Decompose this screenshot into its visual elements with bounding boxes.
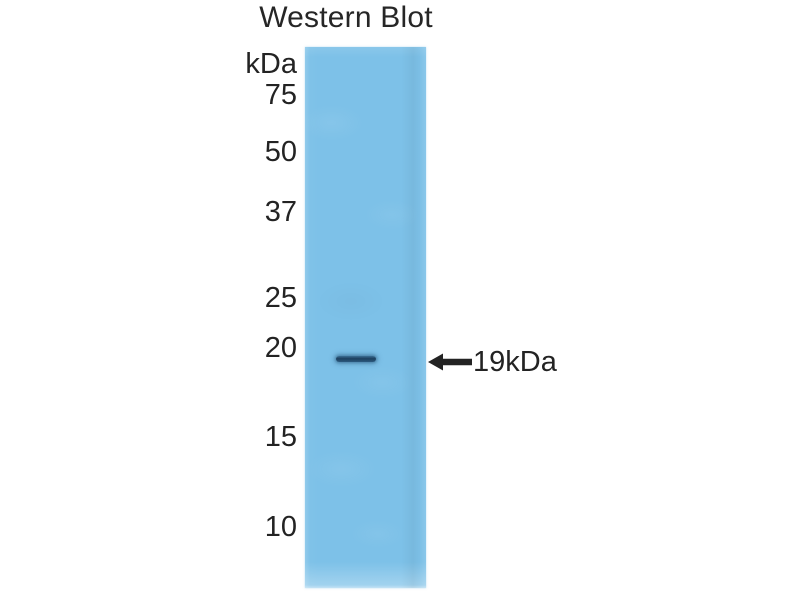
ladder-marker-20: 20 xyxy=(264,332,297,364)
ladder-unit-label: kDa xyxy=(245,48,297,80)
gel-lane-texture xyxy=(305,47,426,588)
page-title: Western Blot xyxy=(259,1,433,34)
ladder-marker-10: 10 xyxy=(264,511,297,543)
ladder-marker-15: 15 xyxy=(264,421,297,453)
left-arrow-icon xyxy=(428,353,472,371)
gel-lane xyxy=(305,47,426,588)
ladder-marker-37: 37 xyxy=(264,196,297,228)
ladder-marker-25: 25 xyxy=(264,282,297,314)
band-annotation-label: 19kDa xyxy=(473,345,557,378)
ladder-marker-50: 50 xyxy=(264,136,297,168)
protein-band-19kda xyxy=(336,356,376,362)
ladder-marker-75: 75 xyxy=(264,79,297,111)
band-annotation: 19kDa xyxy=(428,345,557,379)
